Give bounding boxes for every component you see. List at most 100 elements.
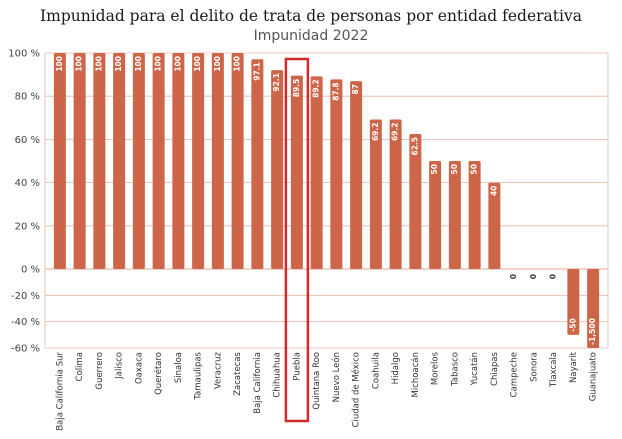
x-tick-label: Michoacán [411,352,421,397]
x-tick-label: Nayarit [569,351,579,383]
data-label: 50 [470,164,479,174]
data-label: 100 [134,56,143,72]
x-tick-label: Chihuahua [273,352,283,398]
bar [429,161,442,269]
x-tick-label: Ciudad de México [351,352,362,427]
x-tick-label: Sonora [529,352,539,382]
data-label: 69.2 [391,123,400,142]
bar [310,76,323,269]
y-tick-label: 60 % [15,135,40,146]
bar [192,53,205,269]
data-label: 100 [173,56,182,72]
data-label: 87.8 [331,82,340,101]
data-label: -1,500 [588,318,597,345]
data-label: 92.1 [272,73,281,92]
x-tick-label: Tabasco [450,352,460,387]
x-tick-label: Puebla [292,352,302,381]
grid [44,52,609,349]
x-tick-label: Guanajuato [589,352,599,401]
data-label: 0 [509,274,518,279]
bar [172,53,185,269]
data-label: 100 [114,56,123,72]
data-label: 0 [549,274,558,279]
x-tick-label: Veracruz [213,351,223,389]
data-label: 100 [154,56,163,72]
bar [113,53,126,269]
x-tick-label: Yucatán [470,352,480,386]
bar [290,75,303,270]
bar [93,53,106,269]
bar [488,182,501,269]
data-label: 97.1 [252,62,261,81]
data-label: 87 [351,84,360,94]
y-tick-label: 20 % [15,221,40,232]
x-tick-label: Guerrero [95,352,105,390]
data-label: 100 [233,56,242,72]
data-labels: 100 100 100 100 100 100 100 100 100 100 97.1 92.1 89… [55,56,597,345]
data-label: 89.5 [292,79,301,98]
y-tick-label: 0 % [21,265,40,276]
bar [350,81,363,269]
x-tick-label: Campeche [510,352,520,397]
data-label: 100 [75,56,84,72]
x-tick-label: Zacatecas [233,351,243,395]
chart-title: Impunidad para el delito de trata de per… [40,7,582,25]
y-tick-label: -40 % [11,317,40,328]
x-tick-label: Tlaxcala [549,352,559,388]
chart-subtitle: Impunidad 2022 [253,28,369,44]
bars [53,53,600,348]
data-label: 50 [450,164,459,174]
x-tick-label: Querétaro [153,352,164,395]
bar [132,53,145,269]
data-label: -50 [568,318,577,332]
bar [567,269,580,335]
y-tick-label: -20 % [11,291,40,302]
data-label: 62.5 [410,137,419,156]
x-tick-label: Chiapas [490,351,500,385]
highlight [284,57,310,423]
bar [73,53,86,269]
x-tick-label: Nuevo León [331,352,342,402]
x-tick-label: Jalisco [115,352,125,380]
x-tick-label: Baja California Sur [55,351,65,430]
data-label: 100 [193,56,202,72]
x-axis: Baja California Sur Colima Guerrero Jalisco… [55,351,598,430]
bar [271,70,284,270]
bar [231,53,244,269]
bar [330,79,343,270]
bar [53,53,66,269]
data-label: 50 [430,164,439,174]
x-tick-label: Oaxaca [134,352,144,384]
data-label: 100 [213,56,222,72]
x-tick-label: Hidalgo [391,352,401,384]
bar [587,269,600,348]
y-tick-label: 100 % [8,49,40,60]
data-label: 89.2 [312,79,321,98]
bar [448,161,461,269]
data-label: 0 [529,274,538,279]
bar [389,119,402,269]
x-tick-label: Morelos [431,351,441,385]
highlight-box [284,57,310,423]
x-tick-label: Coahuila [371,352,381,389]
bar [251,59,264,269]
bar [369,119,382,269]
y-axis: 100 % 80 % 60 % 40 % 20 % 0 % -20 % -40 % -60 % [8,49,40,355]
data-label: 100 [94,56,103,72]
data-label: 40 [489,186,498,196]
x-tick-label: Tamaulipas [194,351,204,400]
y-tick-label: 40 % [15,178,40,189]
bar [468,161,481,269]
bar [152,53,165,269]
x-tick-label: Quintana Roo [312,352,322,410]
x-tick-label: Baja California [253,352,263,414]
data-label: 69.2 [371,123,380,142]
data-label: 100 [55,56,64,72]
bar [211,53,224,269]
bar [409,134,422,269]
y-tick-label: 80 % [15,92,40,103]
x-tick-label: Sinaloa [174,352,184,383]
x-tick-label: Colima [75,352,85,381]
y-tick-label: -60 % [11,344,40,355]
